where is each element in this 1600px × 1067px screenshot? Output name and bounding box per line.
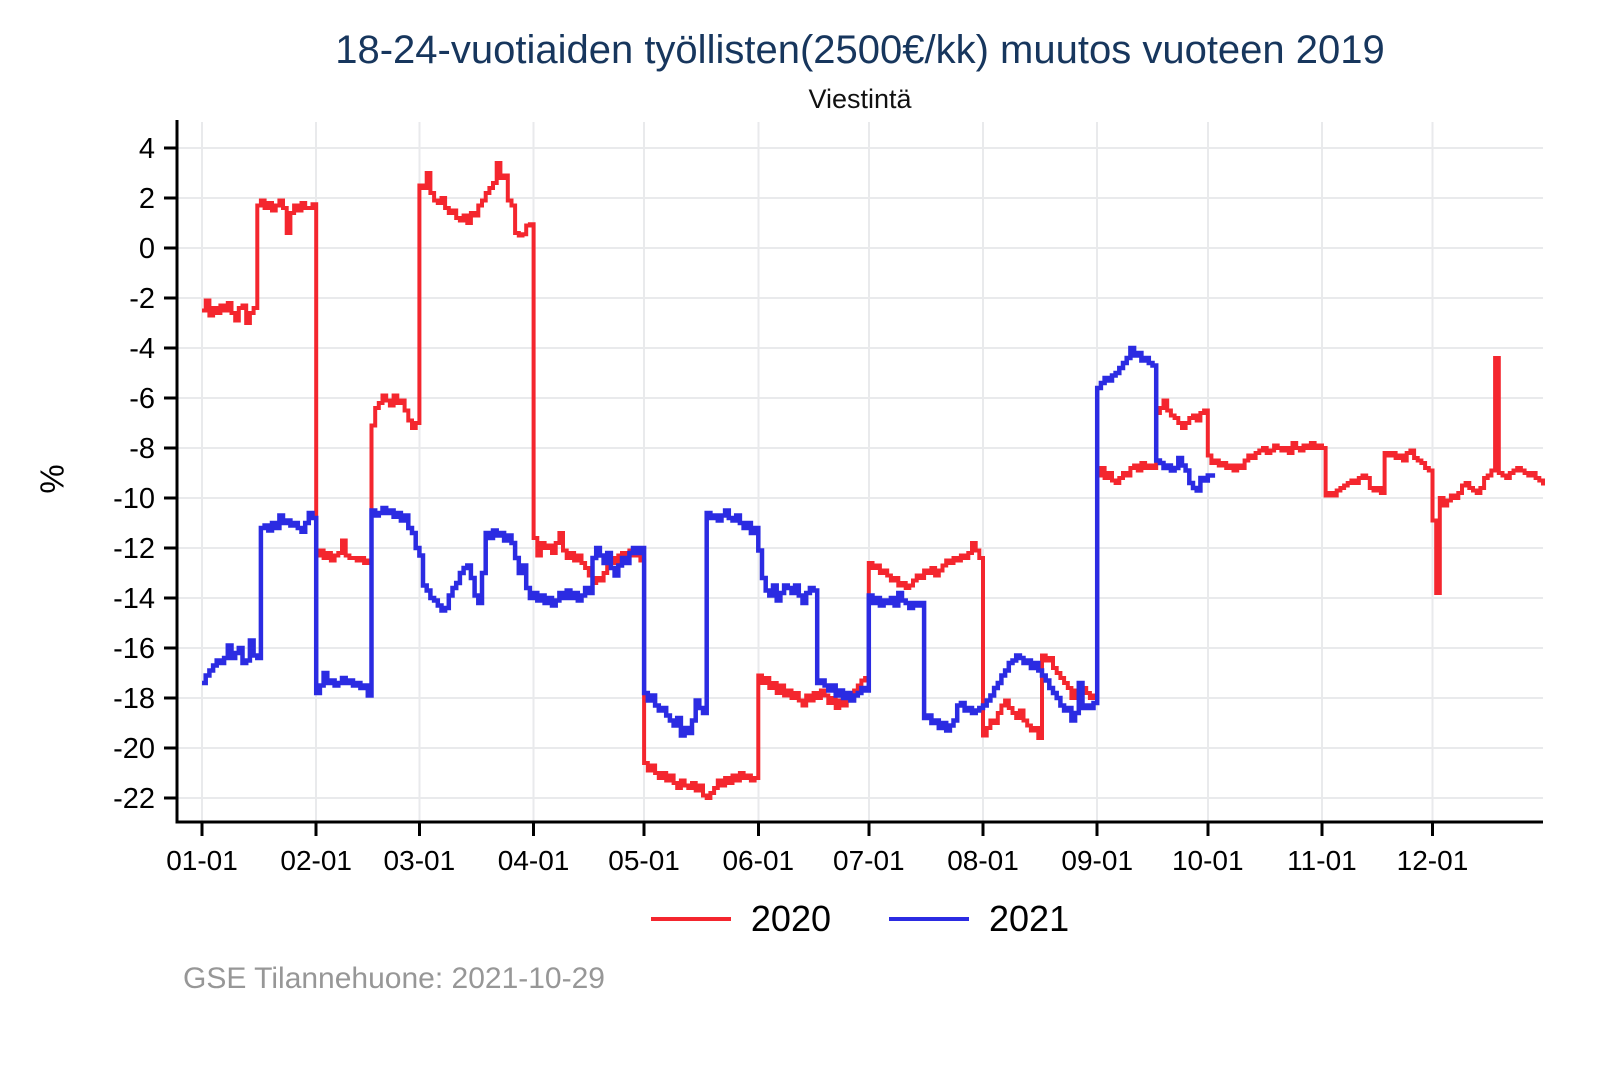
legend-item-2021: 2021	[889, 898, 1069, 940]
svg-text:07-01: 07-01	[833, 845, 905, 876]
legend-label-2021: 2021	[989, 898, 1070, 939]
svg-text:-18: -18	[113, 683, 155, 715]
chart-title: 18-24-vuotiaiden työllisten(2500€/kk) mu…	[335, 28, 1385, 72]
svg-text:-2: -2	[129, 283, 155, 315]
svg-text:2: 2	[139, 183, 155, 215]
source-credit: GSE Tilannehuone: 2021-10-29	[183, 962, 605, 995]
svg-text:10-01: 10-01	[1172, 845, 1244, 876]
series-2021-line	[202, 345, 1216, 738]
axes	[164, 120, 1543, 836]
svg-text:4: 4	[139, 133, 155, 165]
gridlines	[177, 122, 1543, 822]
y-tick-labels: 4 2 0 -2 -4 -6 -8 -10 -12 -14 -16 -18 -20 -22	[113, 133, 155, 815]
svg-text:02-01: 02-01	[280, 845, 352, 876]
svg-text:-8: -8	[129, 433, 155, 465]
svg-text:04-01: 04-01	[498, 845, 570, 876]
svg-text:09-01: 09-01	[1061, 845, 1133, 876]
legend-item-2020: 2020	[650, 898, 831, 940]
legend-label-2020: 2020	[750, 898, 831, 939]
svg-text:-10: -10	[113, 483, 155, 515]
svg-text:-12: -12	[113, 533, 155, 565]
svg-text:01-01: 01-01	[166, 845, 238, 876]
legend: 2020 2021	[177, 898, 1543, 940]
series-2020-line	[202, 161, 1545, 800]
svg-text:05-01: 05-01	[608, 845, 680, 876]
svg-text:-20: -20	[113, 733, 155, 765]
svg-text:-14: -14	[113, 583, 155, 615]
svg-text:06-01: 06-01	[722, 845, 794, 876]
chart-subtitle: Viestintä	[808, 84, 912, 114]
legend-line-2021	[889, 917, 969, 921]
svg-text:11-01: 11-01	[1287, 845, 1357, 876]
svg-text:-4: -4	[129, 333, 155, 365]
x-tick-labels: 01-01 02-01 03-01 04-01 05-01 06-01 07-01 08-01…	[166, 845, 1468, 876]
svg-text:03-01: 03-01	[384, 845, 456, 876]
svg-text:08-01: 08-01	[947, 845, 1019, 876]
svg-text:0: 0	[139, 233, 155, 265]
svg-text:12-01: 12-01	[1397, 845, 1469, 876]
legend-line-2020	[650, 917, 731, 921]
svg-text:-6: -6	[129, 383, 155, 415]
svg-text:-16: -16	[113, 633, 155, 665]
svg-text:-22: -22	[113, 783, 155, 815]
